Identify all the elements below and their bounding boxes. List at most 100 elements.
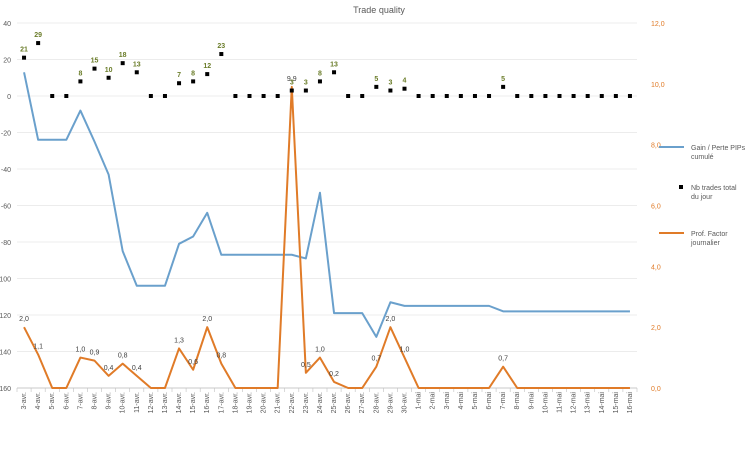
trade-marker <box>233 94 238 98</box>
left-tick-label: 20 <box>3 58 11 65</box>
trade-marker <box>571 94 576 98</box>
trade-marker <box>36 41 41 46</box>
trade-data-label: 8 <box>191 70 195 77</box>
x-tick-label: 29-avr. <box>387 392 394 413</box>
gain-perte-line <box>23 72 630 338</box>
trade-marker <box>543 94 548 98</box>
pf-data-label: 0,2 <box>329 371 339 378</box>
trade-marker <box>402 86 407 91</box>
x-tick-label: 22-avr. <box>289 392 296 413</box>
legend-item-trades: Nb trades total du jour <box>679 185 737 201</box>
pf-data-label: 0,8 <box>118 353 128 360</box>
trade-marker <box>346 94 351 98</box>
trade-marker <box>515 94 520 98</box>
x-tick-label: 7-mai <box>500 392 507 410</box>
trade-marker <box>78 79 83 84</box>
trade-marker <box>148 94 153 98</box>
x-tick-label: 7-avr. <box>77 392 84 410</box>
trade-marker <box>134 70 139 75</box>
right-tick-label: 0,0 <box>651 386 661 393</box>
x-tick-label: 28-avr. <box>373 392 380 413</box>
right-tick-label: 8,0 <box>651 143 661 150</box>
legend-label-line: journalier <box>690 240 720 247</box>
trade-data-label: 4 <box>403 78 407 85</box>
x-tick-label: 16-avr. <box>204 392 211 413</box>
x-tick-label: 19-avr. <box>247 392 254 413</box>
trade-marker <box>599 94 604 98</box>
trade-marker <box>613 94 618 98</box>
trade-marker <box>247 94 252 98</box>
x-tick-label: 5-mai <box>472 392 479 410</box>
legend-item-pf: Prof. Factor journalier <box>659 231 728 247</box>
pf-data-label: 1,1 <box>33 344 43 351</box>
x-tick-label: 24-avr. <box>317 392 324 413</box>
trade-data-label: 7 <box>177 72 181 79</box>
trade-marker <box>627 94 632 98</box>
trade-marker <box>205 72 210 77</box>
x-tick-label: 4-avr. <box>35 392 42 410</box>
trade-data-label: 13 <box>330 61 338 68</box>
legend-label-line: Nb trades total <box>691 185 737 192</box>
trade-data-label: 5 <box>374 76 378 83</box>
x-tick-label: 6-avr. <box>63 392 70 410</box>
trade-data-label: 8 <box>318 70 322 77</box>
trade-marker <box>444 94 449 98</box>
pf-data-label: 0,8 <box>216 353 226 360</box>
pf-data-label: 1,3 <box>174 337 184 344</box>
trade-marker <box>106 75 111 80</box>
trade-data-label: 13 <box>133 61 141 68</box>
pf-data-label: 0,9 <box>90 350 100 357</box>
x-tick-label: 15-mai <box>613 392 620 414</box>
x-tick-label: 18-avr. <box>232 392 239 413</box>
trade-data-label: 15 <box>91 58 99 65</box>
trade-data-label: 8 <box>78 70 82 77</box>
trade-marker <box>585 94 590 98</box>
x-tick-label: 16-mai <box>627 392 634 414</box>
pf-data-label: 0,4 <box>132 365 142 372</box>
pf-data-label: 1,0 <box>400 347 410 354</box>
left-tick-label: -120 <box>0 313 11 320</box>
left-tick-label: -100 <box>0 277 11 284</box>
chart-title: Trade quality <box>353 5 405 15</box>
x-tick-label: 30-avr. <box>402 392 409 413</box>
x-tick-label: 9-avr. <box>106 392 113 410</box>
x-tick-label: 17-avr. <box>218 392 225 413</box>
data-labels: 2,0 1,1 1,0 0,9 0,4 0,8 0,4 1,3 0,6 2,0 0,8 9,9 0,5 1… <box>19 32 508 378</box>
trade-data-label: 29 <box>34 32 42 39</box>
x-tick-label: 1-mai <box>416 392 423 410</box>
left-tick-label: -140 <box>0 350 11 357</box>
trade-marker <box>303 88 308 93</box>
x-axis: 3-avr. 4-avr. 5-avr. 6-avr. 7-avr. 8-avr. 9-av… <box>16 387 638 414</box>
x-tick-label: 9-mai <box>528 392 535 410</box>
x-tick-label: 2-mai <box>430 392 437 410</box>
trade-marker <box>501 84 506 89</box>
trade-marker <box>317 79 322 84</box>
legend: Gain / Perte PIPs cumulé Nb trades total d… <box>659 145 746 247</box>
pf-data-label: 0,5 <box>301 362 311 369</box>
left-tick-label: 0 <box>7 94 11 101</box>
pf-data-label: 2,0 <box>19 316 29 323</box>
series-layer <box>22 41 632 389</box>
x-tick-label: 10-mai <box>542 392 549 414</box>
trade-data-label: 18 <box>119 52 127 59</box>
x-tick-label: 26-avr. <box>345 392 352 413</box>
x-tick-label: 25-avr. <box>331 392 338 413</box>
legend-label-line: du jour <box>691 194 713 201</box>
x-tick-label: 3-mai <box>444 392 451 410</box>
trade-marker <box>416 94 421 98</box>
trade-marker <box>289 88 294 93</box>
trade-marker <box>472 94 477 98</box>
left-tick-label: -40 <box>1 167 11 174</box>
trade-marker <box>374 84 379 89</box>
x-tick-label: 6-mai <box>486 392 493 410</box>
trade-marker <box>64 94 69 98</box>
x-tick-label: 27-avr. <box>359 392 366 413</box>
x-tick-label: 20-avr. <box>261 392 268 413</box>
pf-data-label: 2,0 <box>202 316 212 323</box>
trade-marker <box>275 94 280 98</box>
legend-item-gain: Gain / Perte PIPs cumulé <box>659 145 746 161</box>
trade-marker <box>557 94 562 98</box>
trade-marker <box>529 94 534 98</box>
